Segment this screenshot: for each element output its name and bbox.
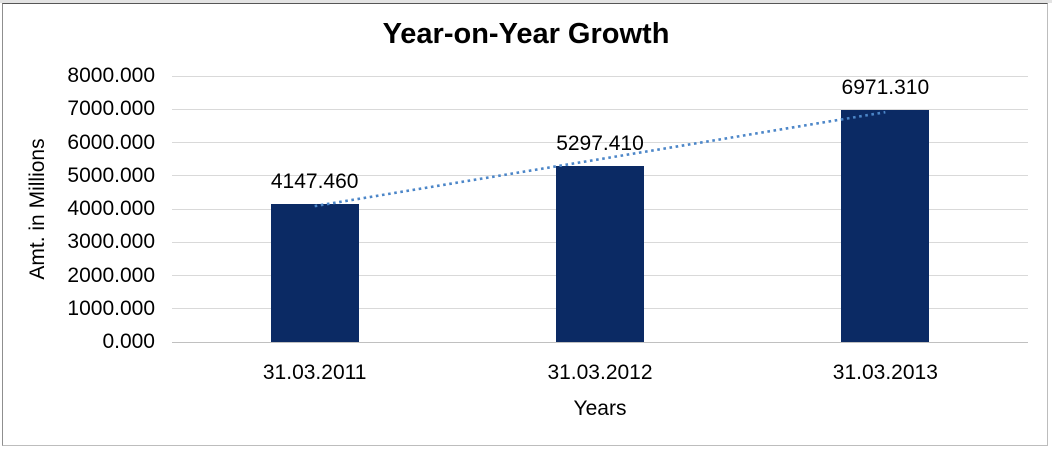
y-tick-label: 6000.000 bbox=[67, 130, 155, 154]
x-tick-label-0: 31.03.2011 bbox=[262, 361, 367, 384]
data-label-0: 4147.460 bbox=[270, 170, 359, 194]
trendline bbox=[314, 110, 886, 208]
x-axis-title: Years bbox=[573, 397, 627, 420]
y-tick-label: 2000.000 bbox=[67, 263, 155, 287]
data-label-1: 5297.410 bbox=[556, 131, 644, 155]
y-tick-label: 5000.000 bbox=[67, 163, 155, 187]
bar-0 bbox=[270, 204, 359, 342]
y-tick-label: 3000.000 bbox=[67, 230, 155, 254]
x-tick-label-2: 31.03.2013 bbox=[832, 361, 938, 384]
y-tick-label: 0.000 bbox=[102, 330, 155, 353]
y-tick-label: 8000.000 bbox=[67, 64, 155, 87]
x-axis-line bbox=[172, 341, 1028, 343]
x-tick-label-1: 31.03.2012 bbox=[547, 361, 653, 384]
chart-border-band bbox=[0, 0, 1052, 3]
gridline bbox=[172, 108, 1028, 110]
bar-1 bbox=[556, 165, 644, 342]
y-tick-label: 4000.000 bbox=[67, 197, 155, 220]
y-tick-label: 1000.000 bbox=[67, 296, 155, 320]
gridline bbox=[172, 142, 1028, 143]
bar-2 bbox=[841, 110, 930, 342]
gridline bbox=[172, 75, 1028, 77]
plot-area: 4147.460 5297.410 6971.310 bbox=[172, 75, 1028, 343]
chart-title: Year-on-Year Growth bbox=[382, 18, 670, 50]
y-tick-label: 7000.000 bbox=[67, 97, 155, 121]
data-label-2: 6971.310 bbox=[841, 76, 930, 100]
